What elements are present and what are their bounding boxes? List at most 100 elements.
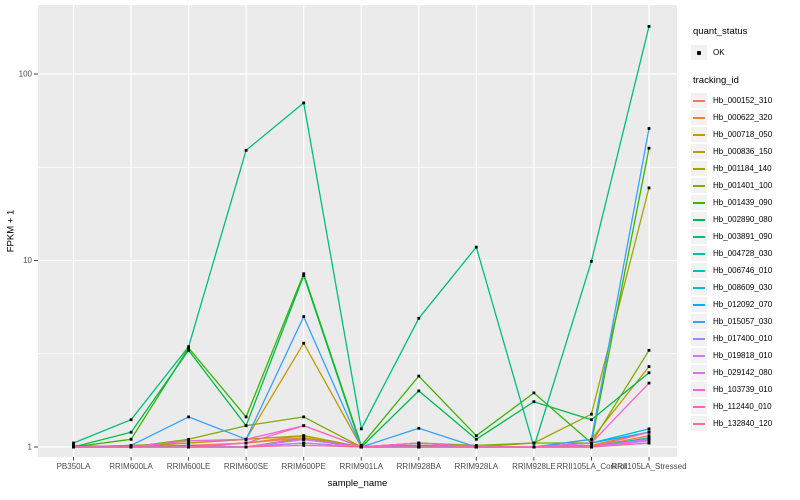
legend-item-Hb_001401_100: Hb_001401_100 xyxy=(691,177,799,194)
data-point xyxy=(72,444,75,447)
legend-item-Hb_012092_070: Hb_012092_070 xyxy=(691,296,799,313)
legend-item-Hb_019818_010: Hb_019818_010 xyxy=(691,347,799,364)
x-tick-label: RRIM600LA xyxy=(109,462,153,471)
legend-key-box xyxy=(691,161,707,176)
data-point xyxy=(359,427,363,431)
legend-key-line-icon xyxy=(693,235,705,238)
data-point xyxy=(417,426,421,430)
data-point xyxy=(590,445,593,449)
data-point xyxy=(590,441,593,445)
data-point xyxy=(417,445,421,449)
data-point xyxy=(590,412,593,416)
data-point xyxy=(302,272,306,276)
legend-item-label: Hb_017400_010 xyxy=(713,334,773,343)
legend-tracking-items: Hb_000152_310 Hb_000622_320 Hb_000718_050 H… xyxy=(691,92,799,432)
legend-item-Hb_112440_010: Hb_112440_010 xyxy=(691,398,799,415)
data-point xyxy=(359,444,363,447)
x-tick-label: RRIM600LE xyxy=(167,462,211,471)
data-point xyxy=(129,418,133,422)
data-point xyxy=(302,436,306,440)
legend-quant-status-block: quant_status OK xyxy=(691,26,799,61)
legend-item-label: Hb_000622_320 xyxy=(713,113,773,122)
data-point xyxy=(532,400,536,404)
legend-item-label: Hb_112440_010 xyxy=(713,402,772,411)
data-point xyxy=(590,418,593,422)
legend-key-box xyxy=(691,365,707,380)
legend-key-box xyxy=(691,399,707,414)
data-point xyxy=(647,439,651,443)
legend-key-box xyxy=(691,229,707,244)
legend-key-box xyxy=(691,195,707,210)
data-point xyxy=(302,444,306,447)
data-point xyxy=(244,437,248,441)
data-point xyxy=(302,274,306,277)
x-tick-label: RRIM928LA xyxy=(455,462,499,471)
data-point xyxy=(187,415,190,419)
legend-item-label: Hb_103739_010 xyxy=(713,385,773,394)
data-point xyxy=(302,441,306,445)
legend-key-line-icon xyxy=(693,269,705,272)
legend-item-Hb_029142_080: Hb_029142_080 xyxy=(691,364,799,381)
legend-tracking-id-title: tracking_id xyxy=(693,75,739,86)
data-point xyxy=(590,444,593,447)
data-point xyxy=(244,445,248,449)
data-point xyxy=(187,345,190,349)
data-point xyxy=(647,127,651,130)
legend-key-line-icon xyxy=(693,133,705,136)
legend-item-label: Hb_012092_070 xyxy=(713,300,773,309)
legend-item-label: Hb_001439_090 xyxy=(713,198,773,207)
data-point xyxy=(532,391,536,395)
data-point xyxy=(417,374,421,378)
data-point xyxy=(647,365,651,368)
data-point xyxy=(532,445,536,449)
data-point xyxy=(647,371,651,375)
plot-area: 1 10 100 PB350LA RRIM600LA RRIM600LE RRIM600SE… xyxy=(19,5,687,471)
legend-item-Hb_017400_010: Hb_017400_010 xyxy=(691,330,799,347)
legend-key-line-icon xyxy=(693,388,705,391)
legend-key-line-icon xyxy=(693,422,705,425)
legend-item-Hb_000718_050: Hb_000718_050 xyxy=(691,126,799,143)
legend-item-Hb_015057_030: Hb_015057_030 xyxy=(691,313,799,330)
data-point xyxy=(129,430,133,434)
legend-key-line-icon xyxy=(693,320,705,323)
data-point xyxy=(302,341,306,345)
legend-item-Hb_003891_090: Hb_003891_090 xyxy=(691,228,799,245)
legend-key-box xyxy=(691,314,707,329)
data-point xyxy=(187,439,190,443)
legend-item-ok: OK xyxy=(691,44,799,61)
legend-key-box xyxy=(691,127,707,142)
data-point xyxy=(302,315,306,318)
legend-item-label: Hb_029142_080 xyxy=(713,368,773,377)
data-point xyxy=(647,146,651,150)
x-tick-label: RRIM928BA xyxy=(397,462,442,471)
data-point xyxy=(302,101,306,105)
data-point xyxy=(302,415,306,419)
data-point xyxy=(647,25,651,28)
data-point xyxy=(187,444,190,447)
y-axis-title: FPKM + 1 xyxy=(5,209,17,253)
data-point xyxy=(187,437,190,441)
data-point xyxy=(474,434,478,438)
legend-key-box xyxy=(691,348,707,363)
x-axis-title: sample_name xyxy=(327,478,388,489)
data-point xyxy=(647,430,651,434)
legend: quant_status OK tracking_id Hb_000152_31… xyxy=(691,26,799,432)
legend-item-Hb_000152_310: Hb_000152_310 xyxy=(691,92,799,109)
legend-key-line-icon xyxy=(693,354,705,357)
data-point xyxy=(532,441,536,445)
x-tick-label: RRIM600SE xyxy=(224,462,268,471)
data-point xyxy=(474,437,478,441)
data-point xyxy=(129,437,133,441)
legend-key-box xyxy=(691,45,707,60)
legend-item-Hb_000622_320: Hb_000622_320 xyxy=(691,109,799,126)
data-point xyxy=(244,424,248,428)
data-point xyxy=(590,259,593,263)
legend-key-line-icon xyxy=(693,252,705,255)
legend-item-label: Hb_000718_050 xyxy=(713,130,773,139)
x-tick-label: RRII105LA_Control xyxy=(557,462,627,471)
data-point xyxy=(474,245,478,249)
legend-item-label: Hb_000152_310 xyxy=(713,96,773,105)
legend-key-line-icon xyxy=(693,150,705,153)
series-points-Hb_132840_120 xyxy=(72,441,651,449)
